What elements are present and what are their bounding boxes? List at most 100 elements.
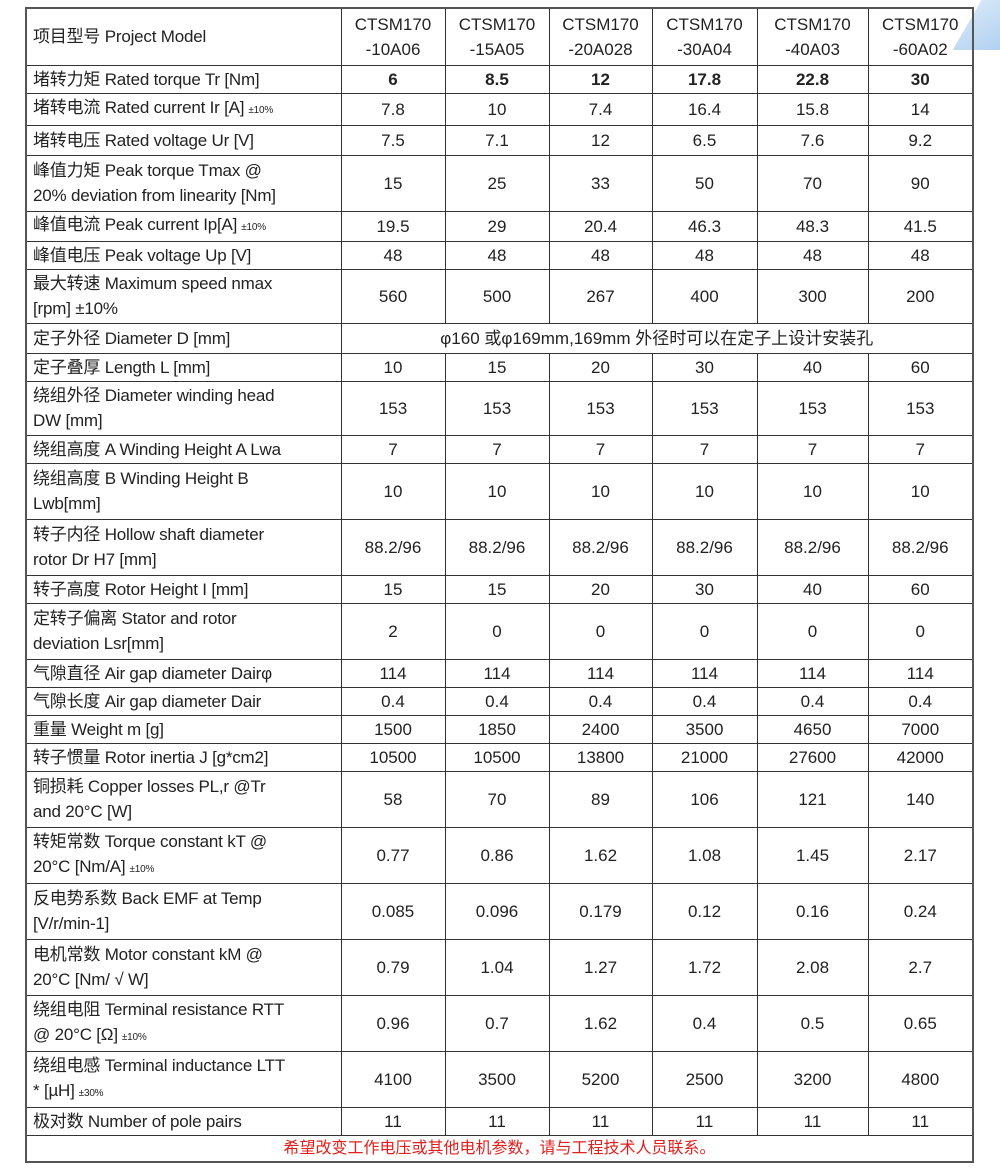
value-cell: 7 xyxy=(651,434,758,464)
value-cell: 29 xyxy=(444,210,550,242)
value-cell: 2.7 xyxy=(867,938,974,996)
row-label: 最大转速 Maximum speed nmax [rpm] ±10% xyxy=(25,268,342,324)
value-cell: 88.2/96 xyxy=(548,518,653,576)
table-row: 堵转力矩 Rated torque Tr [Nm] 6 8.5 12 17.8 22.8 3… xyxy=(25,64,974,94)
value-cell-text: 20 xyxy=(591,579,610,599)
value-cell-text: 10 xyxy=(910,481,930,501)
value-cell-text: 48 xyxy=(910,245,930,265)
value-cell: 48 xyxy=(756,240,869,270)
value-cell: 7 xyxy=(548,434,653,464)
value-cell-text: 10 xyxy=(487,481,507,501)
tolerance-note: ±30% xyxy=(78,1087,104,1099)
row-label-text: 峰值电流 Peak current Ip[A] xyxy=(33,215,238,234)
value-cell: 10 xyxy=(444,462,550,520)
value-cell: 48.3 xyxy=(756,210,869,242)
value-cell-text: 33 xyxy=(591,173,610,193)
value-cell: 20 xyxy=(548,352,653,382)
table-row: 铜损耗 Copper losses PL,r @Tr and 20°C [W] 5… xyxy=(25,770,974,828)
table-row: 重量 Weight m [g] 1500 1850 2400 3500 4650 7000 xyxy=(25,714,974,744)
row-label-text: 极对数 Number of pole pairs xyxy=(33,1111,242,1131)
value-cell-text: 153 xyxy=(690,398,719,418)
value-cell: 15 xyxy=(444,574,550,604)
value-cell: 0.4 xyxy=(444,686,550,716)
model-header-text: CTSM170 -40A03 xyxy=(774,14,851,59)
value-cell-text: 13800 xyxy=(576,747,625,767)
row-label-text: 反电势系数 Back EMF at Temp [V/r/min-1] xyxy=(33,889,262,933)
value-cell-text: 10500 xyxy=(473,747,521,767)
value-cell: 1.62 xyxy=(548,994,653,1052)
row-label-text: 转矩常数 Torque constant kT @ 20°C [Nm/A] xyxy=(33,831,267,876)
table-row: 绕组电阻 Terminal resistance RTT @ 20°C [Ω] ±… xyxy=(25,994,974,1052)
row-label-text: 定子叠厚 Length L [mm] xyxy=(33,357,211,377)
value-cell-text: 0.7 xyxy=(485,1013,509,1033)
value-cell: 0.16 xyxy=(756,882,869,940)
value-cell: 10 xyxy=(756,462,869,520)
value-cell-text: 6.5 xyxy=(692,130,717,150)
value-cell-text: 11 xyxy=(488,1111,506,1131)
value-cell: 0.7 xyxy=(444,994,550,1052)
row-label: 反电势系数 Back EMF at Temp [V/r/min-1] xyxy=(25,882,342,940)
value-cell-text: 11 xyxy=(384,1111,402,1131)
value-cell-text: 0.24 xyxy=(903,901,937,921)
value-cell: 0.085 xyxy=(340,882,446,940)
value-cell: 30 xyxy=(651,352,758,382)
value-cell-text: 0.96 xyxy=(376,1013,410,1033)
value-cell: 88.2/96 xyxy=(651,518,758,576)
value-cell: 20.4 xyxy=(548,210,653,242)
value-cell: 300 xyxy=(756,268,869,324)
value-cell-text: 88.2/96 xyxy=(364,537,422,557)
row-label: 定子叠厚 Length L [mm] xyxy=(25,352,342,382)
value-cell: 0.4 xyxy=(548,686,653,716)
header-label: 项目型号 Project Model xyxy=(25,7,342,66)
value-cell: 89 xyxy=(548,770,653,828)
row-label-text: 绕组电阻 Terminal resistance RTT @ 20°C [Ω] xyxy=(33,999,285,1044)
value-cell-text: 114 xyxy=(586,663,615,683)
value-cell-text: 7 xyxy=(388,439,398,459)
value-cell-text: 106 xyxy=(690,789,719,809)
value-cell: 17.8 xyxy=(651,64,758,94)
value-cell: 0.096 xyxy=(444,882,550,940)
value-cell-text: 0.4 xyxy=(381,691,405,711)
value-cell-text: 1.08 xyxy=(687,845,722,865)
tolerance-note: ±10% xyxy=(121,1031,147,1043)
value-cell: 0.4 xyxy=(651,994,758,1052)
value-cell: 48 xyxy=(548,240,653,270)
value-cell: 0.79 xyxy=(340,938,446,996)
value-cell: 1.04 xyxy=(444,938,550,996)
row-label-text: 峰值力矩 Peak torque Tmax @ 20% deviation fr… xyxy=(33,161,276,205)
value-cell-text: 10 xyxy=(487,99,507,119)
value-cell-text: 17.8 xyxy=(687,69,722,89)
row-label-text: 绕组高度 B Winding Height B Lwb[mm] xyxy=(33,469,249,513)
merged-value-text: φ160 或φ169mm,169mm 外径时可以在定子上设计安装孔 xyxy=(440,328,874,348)
value-cell: 70 xyxy=(756,154,869,212)
value-cell: 22.8 xyxy=(756,64,869,94)
table-row: 反电势系数 Back EMF at Temp [V/r/min-1] 0.085 0… xyxy=(25,882,974,940)
value-cell-text: 48 xyxy=(383,245,403,265)
value-cell-text: 19.5 xyxy=(376,216,410,236)
model-header-text: CTSM170 -20A028 xyxy=(562,14,639,59)
value-cell-text: 10 xyxy=(383,481,403,501)
value-cell: 10 xyxy=(651,462,758,520)
value-cell-text: 3200 xyxy=(793,1069,832,1089)
value-cell: 121 xyxy=(756,770,869,828)
value-cell-text: 7.1 xyxy=(485,130,509,150)
value-cell: 7 xyxy=(867,434,974,464)
value-cell: 2400 xyxy=(548,714,653,744)
value-cell: 153 xyxy=(651,380,758,436)
footer-note-text: 希望改变工作电压或其他电机参数，请与工程技术人员联系。 xyxy=(283,1139,716,1157)
value-cell: 7 xyxy=(756,434,869,464)
row-label-text: 气隙直径 Air gap diameter Dairφ xyxy=(33,663,272,683)
value-cell: 200 xyxy=(867,268,974,324)
row-label: 堵转电流 Rated current Ir [A] ±10% xyxy=(25,92,342,126)
value-cell: 3200 xyxy=(756,1050,869,1108)
value-cell-text: 88.2/96 xyxy=(891,537,949,557)
value-cell-text: 9.2 xyxy=(908,130,933,150)
value-cell-text: 2500 xyxy=(685,1069,724,1089)
value-cell-text: 1.04 xyxy=(480,957,514,977)
value-cell-text: 10 xyxy=(591,481,610,501)
row-label: 绕组电阻 Terminal resistance RTT @ 20°C [Ω] ±… xyxy=(25,994,342,1052)
value-cell-text: 1.27 xyxy=(583,957,618,977)
value-cell: 13800 xyxy=(548,742,653,772)
value-cell-text: 40 xyxy=(803,357,822,377)
value-cell-text: 11 xyxy=(803,1111,822,1131)
